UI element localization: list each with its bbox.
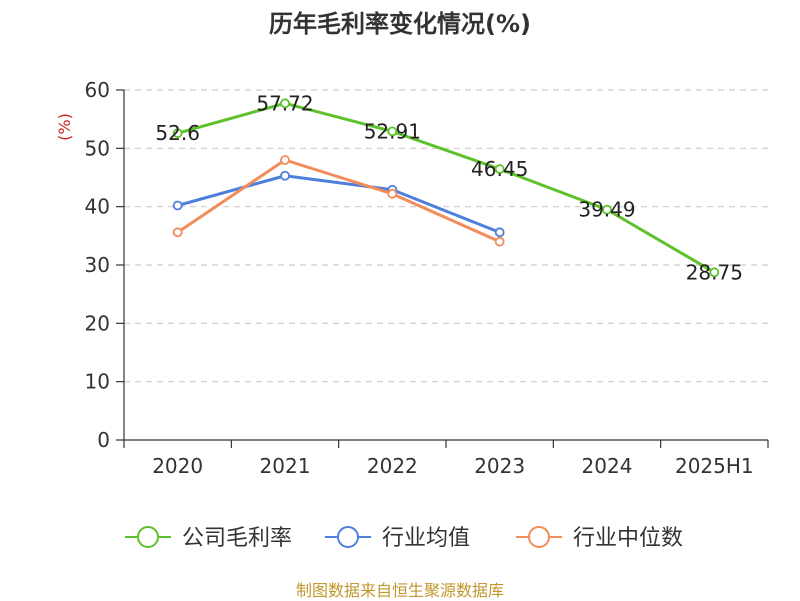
legend-marker-icon xyxy=(137,526,159,548)
data-label: 46.45 xyxy=(471,157,528,181)
x-tick-label: 2021 xyxy=(260,454,311,478)
data-point xyxy=(280,155,290,165)
y-tick-label: 40 xyxy=(85,195,110,219)
x-tick-label: 2020 xyxy=(152,454,203,478)
data-label: 57.72 xyxy=(256,91,313,115)
legend-label: 公司毛利率 xyxy=(182,526,292,551)
data-label: 52.91 xyxy=(364,119,421,143)
data-point xyxy=(494,227,505,238)
data-source-note: 制图数据来自恒生聚源数据库 xyxy=(295,581,504,600)
data-point xyxy=(172,227,183,238)
y-tick-label: 10 xyxy=(85,370,110,394)
data-point xyxy=(494,164,505,174)
data-point xyxy=(387,126,398,137)
chart-title: 历年毛利率变化情况(%) xyxy=(269,10,531,38)
x-tick-label: 2025H1 xyxy=(675,454,754,478)
axes: 0 10 20 30 40 50 60 2020 2021 2022 2023 2024 2025H1 xyxy=(85,78,769,478)
y-tick-label: 50 xyxy=(85,136,110,160)
data-point xyxy=(280,170,290,181)
y-tick-label: 0 xyxy=(97,428,110,452)
legend: 公司毛利率 行业均值 行业中位数 xyxy=(125,526,683,551)
data-label: 52.6 xyxy=(155,121,200,145)
x-tick-label: 2024 xyxy=(582,454,633,478)
legend-marker-icon xyxy=(528,526,550,548)
data-point xyxy=(172,128,183,139)
y-tick-label: 60 xyxy=(85,78,110,102)
series-layer: 52.6 57.72 52.91 46.45 39.49 28.75 xyxy=(155,91,743,284)
grid-lines xyxy=(124,89,768,383)
y-tick-label: 30 xyxy=(85,253,110,277)
data-point xyxy=(602,204,612,215)
legend-marker-icon xyxy=(337,526,359,548)
data-point xyxy=(280,98,290,109)
x-tick-label: 2023 xyxy=(474,454,525,478)
legend-label: 行业中位数 xyxy=(573,526,683,551)
y-axis-unit-label: (%) xyxy=(55,113,74,141)
legend-label: 行业均值 xyxy=(382,526,470,551)
series-line xyxy=(177,174,501,234)
data-point xyxy=(172,200,183,211)
data-label: 28.75 xyxy=(686,260,743,284)
data-point xyxy=(494,236,505,247)
x-tick-label: 2022 xyxy=(367,454,418,478)
series-line xyxy=(177,101,716,274)
series-line xyxy=(176,158,501,244)
data-point xyxy=(387,188,398,199)
data-label: 39.49 xyxy=(578,198,635,222)
y-tick-label: 20 xyxy=(85,311,110,335)
data-point xyxy=(709,267,720,278)
